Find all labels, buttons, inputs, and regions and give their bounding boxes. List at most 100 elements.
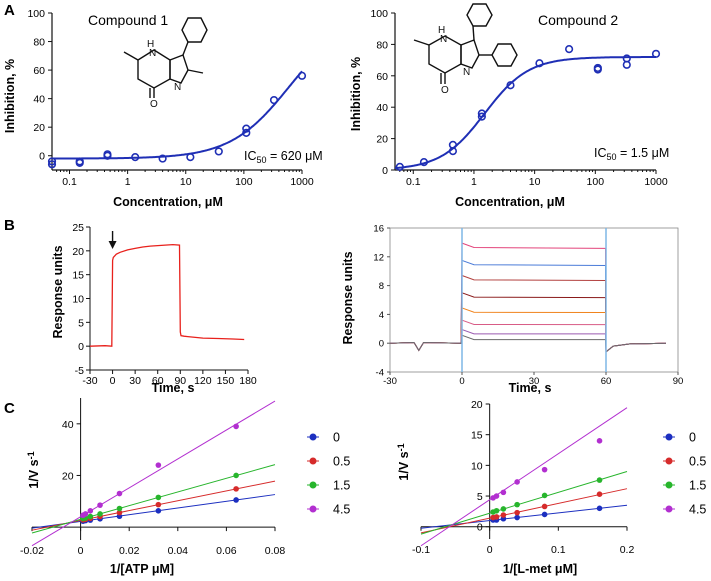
data-point xyxy=(233,486,239,492)
panel-label-a: A xyxy=(4,2,15,19)
y-tick-label: 15 xyxy=(471,430,483,442)
structure-atom-label: N xyxy=(174,82,181,93)
data-point xyxy=(155,494,162,501)
legend-label: 0.5 xyxy=(333,455,350,469)
data-point xyxy=(87,513,94,520)
data-point xyxy=(514,501,520,508)
sensorgram-line xyxy=(389,334,667,353)
x-axis-label: Concentration, μM xyxy=(113,195,223,209)
x-tick-label: 10 xyxy=(180,176,192,188)
y-tick-label: 0 xyxy=(78,341,84,353)
data-point xyxy=(395,162,404,171)
regression-line xyxy=(420,407,628,547)
data-point xyxy=(233,497,239,503)
data-point xyxy=(214,147,223,156)
y-tick-label: 80 xyxy=(376,39,388,51)
data-point xyxy=(186,153,195,162)
x-tick-label: 1000 xyxy=(290,176,314,188)
data-point xyxy=(500,512,507,518)
y-tick-label: 10 xyxy=(471,460,483,472)
chart-title: Compound 1 xyxy=(88,12,168,28)
sensorgram-line xyxy=(389,307,667,353)
y-tick-label: -4 xyxy=(376,368,384,379)
x-tick-label: 60 xyxy=(601,376,612,387)
y-tick-label: 80 xyxy=(33,37,45,49)
data-point xyxy=(651,49,661,58)
plot-frame xyxy=(389,227,679,373)
y-tick-label: 25 xyxy=(72,222,84,234)
data-point xyxy=(155,508,162,514)
y-axis-label: Response units xyxy=(341,251,355,344)
data-point xyxy=(493,507,500,514)
y-axis-label: Response units xyxy=(51,245,65,338)
data-point xyxy=(477,112,486,121)
data-point xyxy=(233,472,239,479)
y-tick-label: 40 xyxy=(62,419,74,431)
structure-atom-label: N xyxy=(463,67,470,78)
y-tick-label: 20 xyxy=(62,470,74,482)
y-tick-label: 40 xyxy=(376,102,388,114)
sensorgram-line xyxy=(389,259,667,353)
data-point xyxy=(131,153,140,162)
data-point xyxy=(97,511,103,517)
data-point xyxy=(448,140,458,149)
x-tick-label: 0.2 xyxy=(620,544,635,556)
x-tick-label: 0 xyxy=(459,376,464,387)
panel-label-c: C xyxy=(4,400,15,417)
legend-label: 4.5 xyxy=(333,503,350,517)
chart-a2-compound-2: Compound 2 Concentration, μM Inhibition,… xyxy=(349,8,669,209)
structure-atom-label: H xyxy=(147,39,154,50)
legend-label: 0.5 xyxy=(689,455,706,469)
data-point xyxy=(596,491,603,498)
y-tick-label: 8 xyxy=(379,281,384,292)
y-tick-label: 0 xyxy=(382,165,388,177)
data-point xyxy=(116,509,123,516)
chart-b1-sensorgram: Time, s Response units -30 0 30 60 90 120 150 1… xyxy=(51,222,257,395)
x-axis-label: Concentration, μM xyxy=(455,195,565,209)
y-tick-label: 4 xyxy=(379,310,384,321)
x-tick-label: 0.02 xyxy=(119,545,140,557)
structure-atom-label: H xyxy=(438,25,445,36)
data-point xyxy=(155,462,162,468)
structure-atom-label: O xyxy=(150,99,158,110)
data-point xyxy=(297,71,307,80)
chart-c2-lmet-lineweaver-burk: 1/[L-met μM] 1/V s-1 -0.1 0 0.1 0.2 0 5 10 15 20… xyxy=(396,399,706,576)
data-point xyxy=(158,154,167,163)
data-point xyxy=(242,124,251,133)
data-point xyxy=(493,493,500,499)
y-tick-label: 0 xyxy=(39,151,45,163)
x-tick-label: 0.1 xyxy=(406,176,421,188)
data-point xyxy=(269,95,279,105)
y-tick-label: 20 xyxy=(33,122,45,134)
data-point xyxy=(541,466,548,473)
x-axis-label: Time, s xyxy=(152,381,195,395)
structure-atom-label: O xyxy=(441,85,449,96)
data-point xyxy=(116,505,123,512)
data-point xyxy=(541,492,548,499)
y-axis-label: Inhibition, % xyxy=(3,59,17,133)
x-tick-label: 1 xyxy=(125,176,131,188)
y-tick-label: 20 xyxy=(376,134,388,146)
chart-title: Compound 2 xyxy=(538,12,618,28)
legend-label: 4.5 xyxy=(689,503,706,517)
data-point xyxy=(82,511,89,517)
structure-atom-label: N xyxy=(149,48,156,59)
data-point xyxy=(514,514,520,521)
y-tick-label: 0 xyxy=(379,339,384,350)
y-tick-label: 100 xyxy=(27,8,45,20)
fit-curve xyxy=(394,56,656,170)
data-point xyxy=(97,502,103,508)
x-tick-label: 0 xyxy=(487,544,493,556)
data-point xyxy=(622,54,631,63)
y-tick-label: -5 xyxy=(75,365,84,377)
x-tick-label: 0 xyxy=(78,545,84,557)
compound-1-structure: H N N O xyxy=(123,17,208,110)
x-tick-label: 1 xyxy=(471,176,477,188)
x-tick-label: -30 xyxy=(383,376,397,387)
y-tick-label: 40 xyxy=(33,94,45,106)
x-tick-label: 0.08 xyxy=(265,545,286,557)
x-tick-label: 0 xyxy=(110,375,116,387)
x-tick-label: 180 xyxy=(239,375,257,387)
data-point xyxy=(500,506,507,512)
x-axis-label: 1/[ATP μM] xyxy=(110,562,174,576)
